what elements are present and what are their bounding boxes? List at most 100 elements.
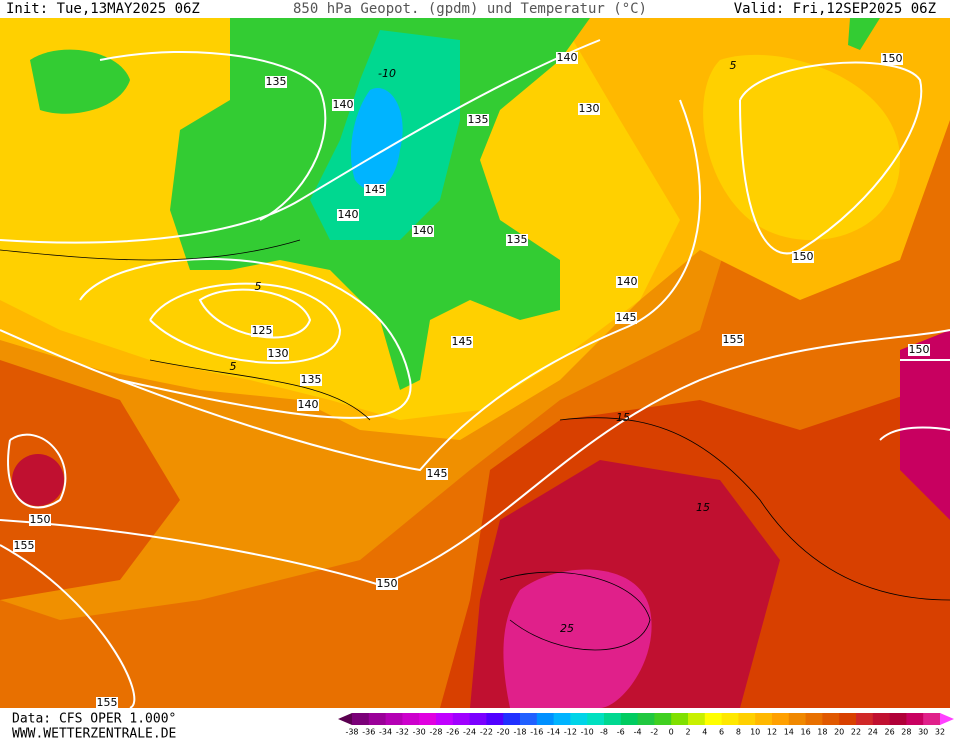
height-label: 125 (252, 324, 273, 337)
colorbar-swatch (822, 713, 840, 725)
colorbar-swatch (772, 713, 790, 725)
colorbar-swatch (402, 713, 420, 725)
colorbar-label: 16 (801, 728, 811, 737)
init-time: Init: Tue,13MAY2025 06Z (6, 1, 200, 17)
temp-red-west (0, 360, 180, 600)
height-label: 140 (617, 275, 638, 288)
height-label-bg (792, 251, 814, 263)
temp-green-ne (848, 18, 880, 50)
map: 135 140 140 130 135 145 140 140 135 140 145 145 125 1… (0, 18, 951, 709)
colorbar-arrow (940, 713, 954, 725)
height-label: 150 (377, 577, 398, 590)
colorbar-swatch (570, 713, 588, 725)
height-label-bg (265, 76, 287, 88)
height-label: 145 (427, 467, 448, 480)
height-label-bg (426, 468, 448, 480)
colorbar-label: 24 (868, 728, 878, 737)
colorbar-label: 20 (834, 728, 844, 737)
colorbar-label: -32 (396, 728, 409, 737)
colorbar-label: -24 (463, 728, 476, 737)
colorbar-swatch (654, 713, 672, 725)
height-label: 140 (413, 224, 434, 237)
colorbar-swatch (906, 713, 924, 725)
valid-time: Valid: Fri,12SEP2025 06Z (734, 1, 936, 17)
colorbar-swatch (889, 713, 907, 725)
colorbar-swatch (452, 713, 471, 725)
colorbar-swatch (688, 713, 706, 725)
colorbar-swatch (637, 713, 655, 725)
height-label: 140 (338, 208, 359, 221)
colorbar-label: 14 (784, 728, 794, 737)
colorbar-swatch (839, 713, 857, 725)
height-label: 155 (723, 333, 744, 346)
temperature-label: 5 (255, 280, 262, 293)
colorbar-label: 4 (702, 728, 707, 737)
colorbar-label: -30 (413, 728, 426, 737)
height-label-bg (96, 697, 118, 709)
height-label: 150 (30, 513, 51, 526)
colorbar-swatch (704, 713, 723, 725)
colorbar-arrow (338, 713, 352, 725)
height-label-bg (267, 348, 289, 360)
height-label-bg (615, 312, 637, 324)
colorbar-swatch (872, 713, 891, 725)
temperature-label: 15 (616, 411, 630, 424)
temp-magenta-east (900, 330, 950, 520)
colorbar-label: -18 (513, 728, 526, 737)
colorbar-label: 22 (851, 728, 861, 737)
colorbar-label: 26 (885, 728, 895, 737)
temp-green-west (30, 49, 130, 114)
colorbar-swatch (671, 713, 689, 725)
height-label-bg (881, 53, 903, 65)
colorbar-label: -12 (564, 728, 577, 737)
height-label: 150 (882, 52, 903, 65)
height-label: 145 (616, 311, 637, 324)
temperature-label: -10 (378, 67, 396, 80)
height-contours (0, 39, 951, 709)
colorbar-label: -4 (634, 728, 642, 737)
height-label: 135 (507, 233, 528, 246)
temp-yellow-east (703, 54, 900, 240)
height-label: 140 (557, 51, 578, 64)
colorbar-label: -6 (617, 728, 625, 737)
height-label: 150 (909, 343, 930, 356)
colorbar-swatch (536, 713, 555, 725)
height-label: 135 (266, 75, 287, 88)
colorbar-label: -34 (379, 728, 392, 737)
temperature-label: 25 (560, 622, 574, 635)
temperature-contours (0, 239, 951, 651)
height-label-bg (376, 578, 398, 590)
height-label: 145 (365, 183, 386, 196)
colorbar-swatch (486, 713, 504, 725)
colorbar-label: -22 (480, 728, 493, 737)
colorbar-label: 18 (817, 728, 827, 737)
colorbar-swatch (503, 713, 521, 725)
height-label-bg (364, 184, 386, 196)
colorbar-label: -36 (362, 728, 375, 737)
colorbar-swatch (520, 713, 538, 725)
colorbar-swatch (368, 713, 387, 725)
height-label-bg (506, 234, 528, 246)
title: 850 hPa Geopot. (gpdm) und Temperatur (°… (293, 1, 647, 17)
temp-cyan (350, 88, 403, 190)
colorbar-label: 30 (918, 728, 928, 737)
colorbar-label: -20 (497, 728, 510, 737)
height-label-bg (616, 276, 638, 288)
colorbar-label: -16 (530, 728, 543, 737)
temp-low-core (12, 454, 64, 506)
height-label-bg (412, 225, 434, 237)
height-label: 140 (298, 398, 319, 411)
colorbar-label: 2 (685, 728, 690, 737)
colorbar-label: -14 (547, 728, 560, 737)
temperature-label: 5 (230, 360, 237, 373)
colorbar-swatch (436, 713, 454, 725)
temperature-label: 15 (696, 501, 710, 514)
colorbar-label: 8 (736, 728, 741, 737)
temperature-label: 5 (730, 59, 737, 72)
height-label-bg (908, 344, 930, 356)
colorbar-label: -2 (650, 728, 658, 737)
site-name: WWW.WETTERZENTRALE.DE (12, 727, 176, 741)
colorbar-label: -10 (581, 728, 594, 737)
height-label: 150 (793, 250, 814, 263)
